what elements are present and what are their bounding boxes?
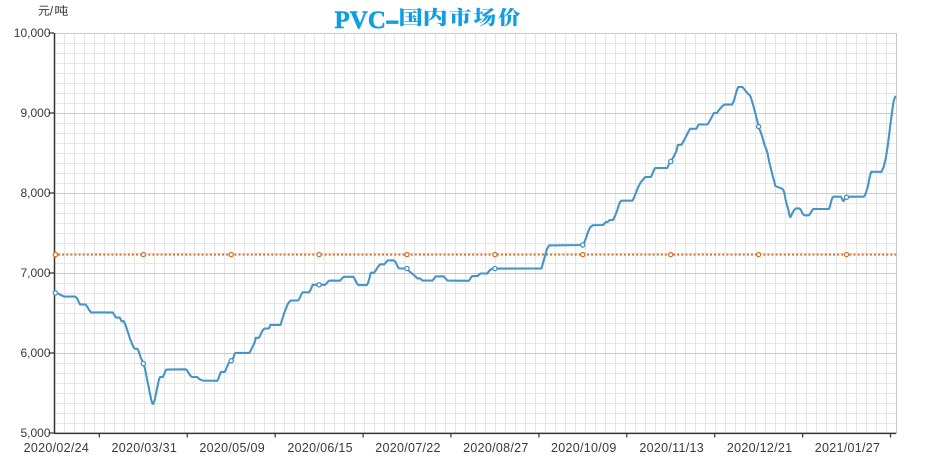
svg-text:2020/06/15: 2020/06/15 <box>287 441 353 455</box>
svg-text:6,000: 6,000 <box>20 346 50 360</box>
svg-text:8,000: 8,000 <box>20 186 50 200</box>
svg-text:7,000: 7,000 <box>20 266 50 280</box>
svg-text:2020/02/24: 2020/02/24 <box>24 441 90 455</box>
svg-text:9,000: 9,000 <box>20 106 50 120</box>
svg-text:10,000: 10,000 <box>14 26 51 40</box>
svg-text:2021/01/27: 2021/01/27 <box>815 441 881 455</box>
svg-text:2020/07/22: 2020/07/22 <box>375 441 441 455</box>
svg-text:2020/05/09: 2020/05/09 <box>199 441 265 455</box>
svg-text:2020/12/21: 2020/12/21 <box>727 441 793 455</box>
svg-text:2020/03/31: 2020/03/31 <box>112 441 178 455</box>
svg-text:/: / <box>50 5 54 19</box>
svg-text:2020/10/09: 2020/10/09 <box>551 441 617 455</box>
svg-text:2020/11/13: 2020/11/13 <box>639 441 704 455</box>
svg-text:PVC: PVC <box>335 7 386 34</box>
svg-text:2020/08/27: 2020/08/27 <box>463 441 529 455</box>
svg-text:5,000: 5,000 <box>20 426 50 440</box>
